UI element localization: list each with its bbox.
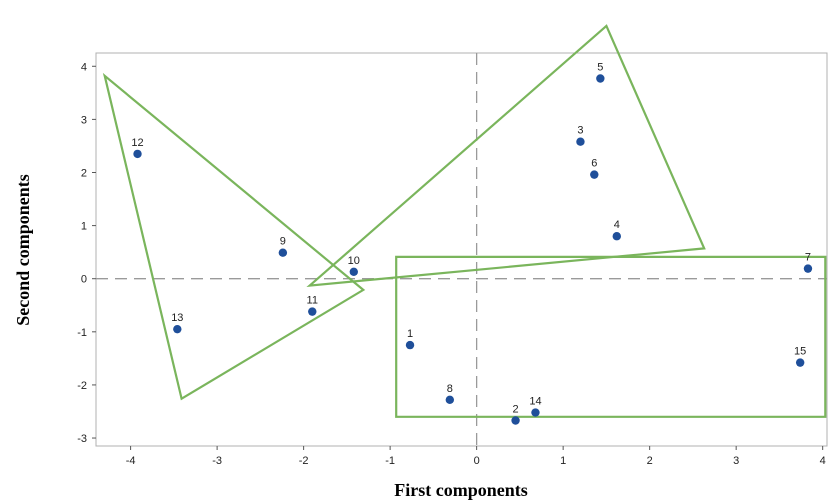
point-label: 1: [407, 328, 413, 340]
data-point: [531, 408, 540, 417]
data-point: [173, 324, 182, 334]
point-label: 9: [280, 236, 286, 248]
x-tick-label: -4: [126, 455, 136, 467]
group-outline-rectangle: [395, 255, 827, 418]
data-point: [803, 264, 813, 273]
x-tick-label: -2: [299, 455, 309, 467]
y-axis-title: Second components: [13, 174, 33, 326]
x-tick-label: 1: [560, 455, 566, 467]
y-tick-label: 2: [81, 167, 87, 179]
data-point: [405, 340, 415, 350]
point-label: 6: [591, 158, 597, 170]
point-label: 5: [597, 61, 603, 73]
point-label: 13: [171, 312, 183, 324]
point-label: 15: [794, 346, 806, 358]
data-point: [612, 232, 621, 241]
point-label: 8: [447, 383, 453, 395]
plot-frame: [95, 52, 828, 447]
data-point: [133, 149, 142, 159]
point-label: 4: [614, 219, 620, 231]
x-tick-label: 4: [820, 455, 826, 467]
point-label: 14: [529, 396, 541, 408]
x-tick-label: 3: [733, 455, 739, 467]
x-tick-label: -3: [212, 455, 222, 467]
data-point: [576, 137, 585, 146]
point-label: 3: [577, 125, 583, 137]
group-outline-triangle: [102, 72, 366, 401]
group-outlines: [102, 24, 827, 418]
y-tick-label: -3: [77, 433, 87, 445]
y-axis-ticks: 4 3 2 1 0 -1 -2 -3: [77, 61, 96, 445]
x-axis-ticks: -4 -3 -2 -1 0 1 2 3 4: [126, 446, 826, 467]
data-point: [511, 416, 520, 425]
y-tick-label: -1: [77, 327, 87, 339]
x-tick-label: 0: [474, 455, 480, 467]
data-point: [590, 170, 599, 179]
group-outline-quadrilateral: [306, 24, 706, 288]
data-point: [278, 248, 288, 257]
x-tick-label: 2: [647, 455, 653, 467]
data-point: [445, 395, 455, 404]
y-tick-label: 1: [81, 221, 87, 233]
point-label: 10: [348, 255, 360, 267]
point-label: 2: [513, 404, 519, 416]
y-tick-label: 0: [81, 274, 87, 286]
x-axis-title: First components: [394, 480, 528, 500]
data-point: [596, 74, 605, 83]
y-tick-label: 3: [81, 114, 87, 126]
point-label: 12: [131, 137, 143, 149]
point-label: 7: [805, 252, 811, 264]
point-label: 11: [307, 295, 318, 307]
data-point: [349, 267, 358, 277]
data-point: [308, 307, 317, 316]
y-tick-label: -2: [77, 380, 87, 392]
reference-lines: [96, 53, 827, 446]
x-tick-label: -1: [385, 455, 395, 467]
data-point: [795, 358, 805, 367]
y-tick-label: 4: [81, 61, 87, 73]
